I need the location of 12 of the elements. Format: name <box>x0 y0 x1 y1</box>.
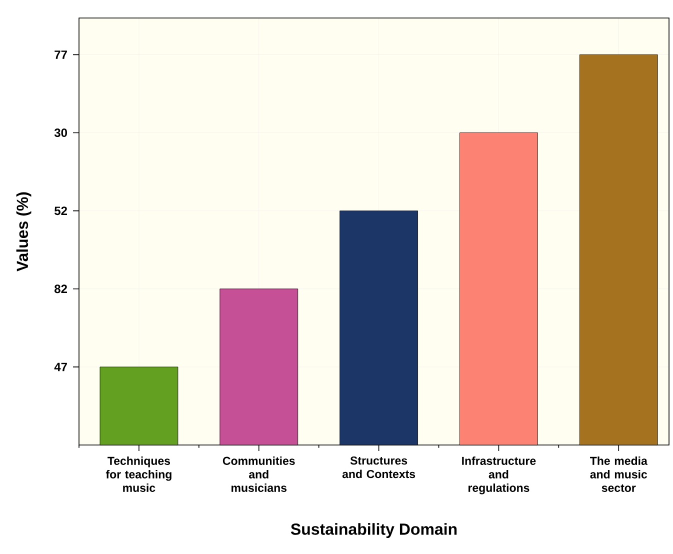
y-axis-title: Values (%) <box>16 192 32 272</box>
text: 47 <box>54 362 67 372</box>
x-axis-title: Sustainability Domain <box>290 523 457 538</box>
text: 52 <box>54 206 67 216</box>
x-tick-label: Techniques for teaching music <box>106 456 172 492</box>
x-tick-label: Communities and musicians <box>222 456 295 492</box>
x-tick-label: Structures and Contexts <box>342 456 416 478</box>
text: 82 <box>54 284 67 294</box>
text: 30 <box>54 128 67 138</box>
text: 77 <box>54 50 67 59</box>
x-tick-label: The media and music sector <box>590 456 648 492</box>
x-tick-label: Infrastructure and regulations <box>462 456 536 494</box>
